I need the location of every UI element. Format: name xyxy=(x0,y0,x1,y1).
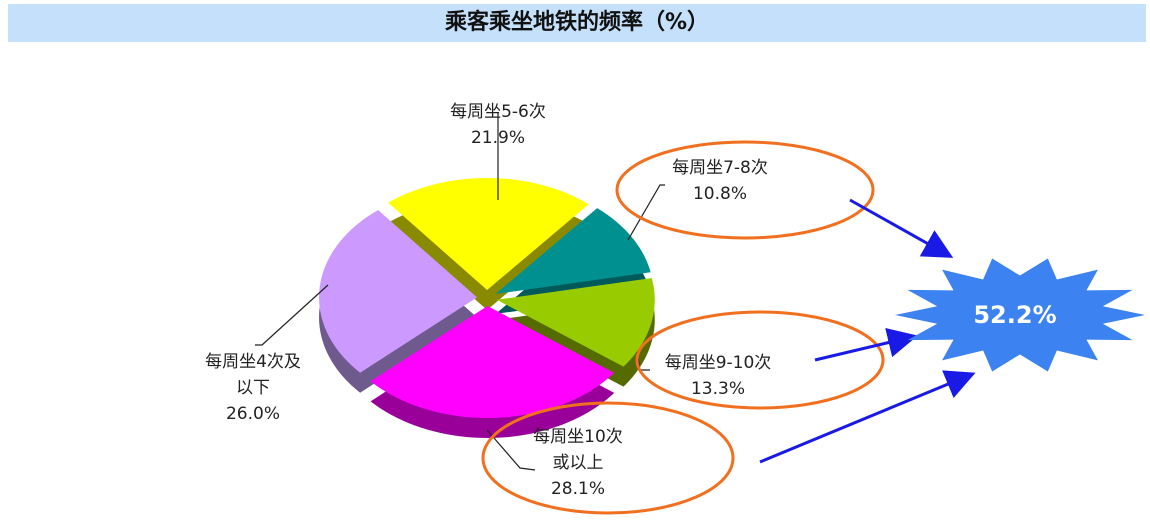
slice-label: 每周坐4次及 xyxy=(205,352,301,372)
chart-title: 乘客乘坐地铁的频率（%） xyxy=(8,4,1146,42)
arrow xyxy=(759,370,976,464)
arrow xyxy=(814,327,918,362)
slice-label: 每周坐10次 xyxy=(533,427,623,447)
slice-label: 或以上 xyxy=(553,453,604,473)
slice-value-label: 13.3% xyxy=(691,379,745,399)
pie-slice xyxy=(388,178,589,291)
pie-slice xyxy=(319,210,478,373)
pie-slice xyxy=(370,305,615,418)
leader-line xyxy=(255,284,329,346)
slice-label: 每周坐7-8次 xyxy=(672,158,768,178)
slice-value-label: 28.1% xyxy=(551,479,605,499)
slice-value-label: 10.8% xyxy=(693,184,747,204)
slice-value-label: 21.9% xyxy=(471,128,525,148)
slice-label: 每周坐9-10次 xyxy=(665,353,772,373)
slice-value-label: 26.0% xyxy=(226,404,280,424)
leader-line xyxy=(627,184,665,241)
starburst-shape xyxy=(895,258,1145,372)
highlight-ellipse xyxy=(635,310,885,410)
pie-slice xyxy=(496,278,655,367)
arrow xyxy=(849,198,954,258)
highlight-ellipse xyxy=(615,140,875,240)
leader-line xyxy=(486,429,536,471)
slice-label: 每周坐5-6次 xyxy=(450,102,546,122)
pie-slice xyxy=(495,208,651,294)
highlight-ellipse xyxy=(481,401,735,515)
slice-label: 以下 xyxy=(236,378,270,398)
total-annotation: 52.2% xyxy=(973,301,1056,329)
